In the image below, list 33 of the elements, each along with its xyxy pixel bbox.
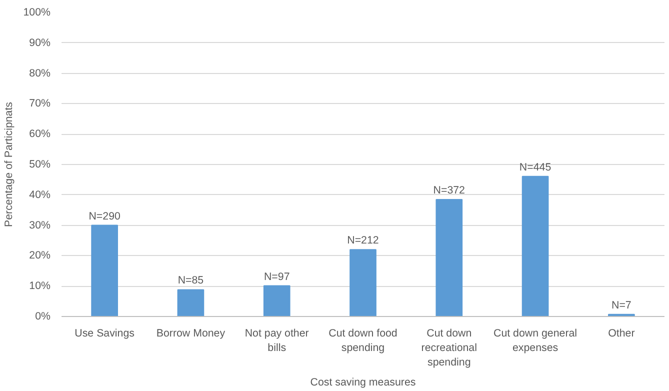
y-tick-label: 20% — [29, 250, 52, 262]
annotation: N=97 — [264, 270, 290, 283]
y-tick-label: 70% — [29, 98, 52, 110]
x-tick-label: Other — [608, 328, 636, 340]
annotation: N=85 — [178, 274, 204, 287]
bar — [177, 289, 204, 316]
x-tick-label: Borrow Money — [156, 328, 226, 340]
y-tick-label: 60% — [29, 128, 52, 140]
bar — [263, 285, 290, 316]
x-axis-title: Cost saving measures — [310, 376, 416, 388]
y-tick-label: 0% — [35, 310, 52, 322]
x-tick-label: Use Savings — [74, 328, 134, 340]
bar — [350, 249, 376, 316]
x-tick-label: Not pay other bills — [244, 328, 310, 354]
y-tick-label: 30% — [29, 219, 52, 232]
x-tick-label: Cut down food spending — [328, 328, 398, 354]
y-tick-label: 100% — [23, 6, 52, 18]
y-tick-label: 50% — [29, 158, 52, 170]
y-tick-label: 90% — [29, 36, 52, 49]
y-tick-label: 40% — [29, 188, 52, 201]
y-axis-title: Percentage of Participnats — [3, 102, 16, 227]
annotation: N=372 — [433, 184, 466, 196]
bar — [522, 176, 549, 316]
annotation: N=445 — [519, 161, 552, 174]
bar — [91, 224, 118, 316]
annotation: N=290 — [88, 210, 120, 222]
annotation: N=212 — [347, 234, 379, 247]
y-tick-label: 80% — [29, 67, 52, 80]
x-tick-label: Cut down general expenses — [494, 328, 578, 354]
annotation: N=7 — [612, 299, 632, 312]
y-tick-label: 10% — [29, 280, 52, 292]
bar — [436, 198, 463, 316]
x-tick-label: Cut down recreational spending — [421, 328, 477, 368]
